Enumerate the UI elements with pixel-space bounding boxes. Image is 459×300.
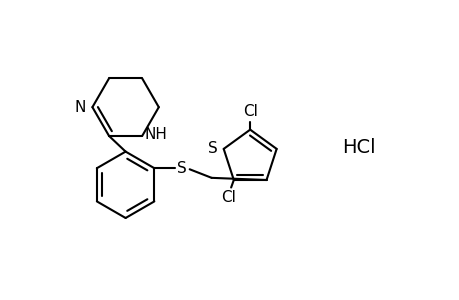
Text: NH: NH bbox=[144, 127, 167, 142]
Text: S: S bbox=[177, 161, 187, 176]
Text: HCl: HCl bbox=[341, 138, 375, 157]
Text: N: N bbox=[75, 100, 86, 115]
Text: Cl: Cl bbox=[242, 104, 257, 119]
Text: S: S bbox=[207, 141, 218, 156]
Text: Cl: Cl bbox=[220, 190, 235, 205]
